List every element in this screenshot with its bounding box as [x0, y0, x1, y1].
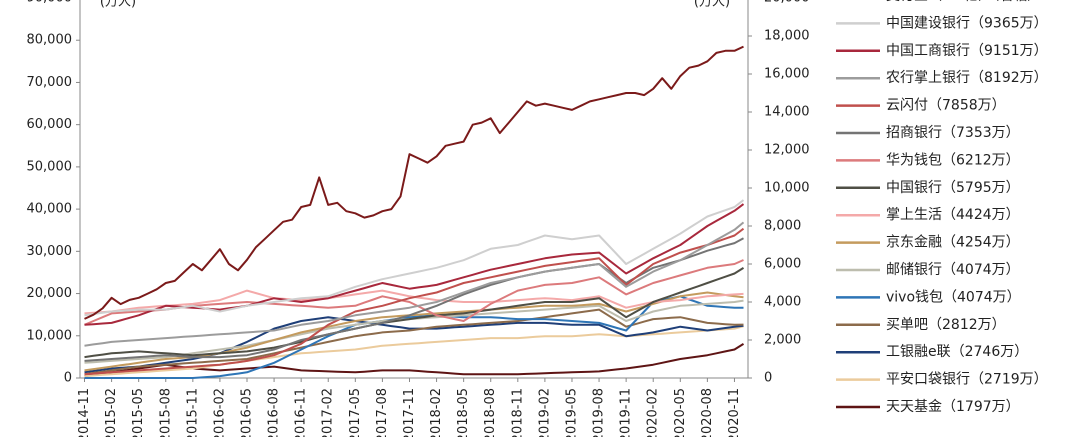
x-tick-label: 2015-11 — [185, 388, 200, 437]
y2-tick-label: 6,000 — [764, 257, 801, 272]
y2-tick-label: 18,000 — [764, 29, 810, 44]
x-tick-label: 2017-05 — [348, 388, 363, 437]
y-axis-title: (万人) — [100, 0, 136, 10]
x-tick-label: 2016-08 — [267, 388, 282, 437]
y2-tick-label: 10,000 — [764, 181, 810, 196]
legend-label: 平安口袋银行（2719万） — [886, 372, 1048, 388]
x-tick-label: 2018-08 — [483, 388, 498, 437]
legend-label: 中国工商银行（9151万） — [886, 43, 1048, 59]
x-tick-label: 2020-11 — [727, 388, 742, 437]
x-tick-label: 2019-11 — [619, 388, 634, 437]
legend-label: 掌上生活（4424万） — [886, 207, 1020, 223]
y-tick-label: 40,000 — [27, 202, 73, 217]
legend-label: 京东金融（4254万） — [886, 235, 1020, 251]
y2-tick-label: 16,000 — [764, 67, 810, 82]
series-line — [84, 308, 744, 376]
y-tick-label: 10,000 — [27, 328, 73, 343]
y2-tick-label: 4,000 — [764, 295, 801, 310]
legend-label: 云闪付（7858万） — [886, 98, 1006, 114]
y2-tick-label: 8,000 — [764, 219, 801, 234]
y2-tick-label: 12,000 — [764, 143, 810, 158]
x-tick-label: 2019-05 — [564, 388, 579, 437]
legend-label: 农行掌上银行（8192万） — [886, 70, 1048, 86]
x-tick-label: 2016-11 — [294, 388, 309, 437]
series-line — [84, 295, 744, 379]
x-tick-label: 2018-02 — [429, 388, 444, 437]
legend-label: 招商银行（7353万） — [886, 125, 1020, 141]
x-tick-label: 2015-05 — [131, 388, 146, 437]
series-line — [84, 267, 745, 359]
y-tick-label: 30,000 — [27, 244, 73, 259]
y2-tick-label: 0 — [764, 371, 772, 386]
legend-label: 华为钱包（6212万） — [886, 152, 1020, 168]
y-tick-label: 80,000 — [27, 33, 73, 48]
y-tick-label: 70,000 — [27, 75, 73, 90]
x-tick-label: 2019-08 — [592, 388, 607, 437]
series-line — [84, 203, 745, 326]
legend-label: 天天基金（1797万） — [886, 398, 1020, 415]
y-tick-label: 0 — [64, 371, 72, 386]
x-tick-label: 2018-05 — [456, 388, 471, 437]
series-line — [84, 227, 745, 376]
series-line — [84, 45, 744, 320]
x-tick-label: 2017-02 — [321, 388, 336, 437]
legend-label: 邮储银行（4074万） — [886, 262, 1020, 278]
x-tick-label: 2016-02 — [212, 388, 227, 437]
y-tick-label: 20,000 — [27, 286, 73, 301]
x-tick-label: 2017-08 — [375, 388, 390, 437]
series-line — [84, 316, 744, 374]
x-tick-label: 2020-08 — [700, 388, 715, 437]
x-tick-label: 2017-11 — [402, 388, 417, 437]
x-tick-label: 2020-02 — [646, 388, 661, 437]
y2-tick-label: 14,000 — [764, 105, 810, 120]
x-tick-label: 2019-02 — [537, 388, 552, 437]
y-tick-label: 90,000 — [27, 0, 73, 6]
y2-tick-label: 20,000 — [764, 0, 810, 6]
x-tick-label: 2014-11 — [77, 388, 92, 437]
series-line — [84, 221, 745, 347]
x-tick-label: 2015-08 — [158, 388, 173, 437]
legend-label: 支付宝（7.7亿）（右轴） — [886, 0, 1041, 4]
y-tick-label: 60,000 — [27, 117, 73, 132]
legend-label: vivo钱包（4074万） — [886, 289, 1021, 305]
x-tick-label: 2015-02 — [104, 388, 119, 437]
series-line — [84, 199, 745, 317]
x-tick-label: 2016-05 — [240, 388, 255, 437]
y2-axis-title: (万人) — [694, 0, 730, 10]
x-tick-label: 2020-05 — [673, 388, 688, 437]
legend-label: 中国银行（5795万） — [886, 180, 1020, 196]
x-tick-label: 2018-11 — [510, 388, 525, 437]
legend-label: 买单吧（2812万） — [886, 317, 1006, 333]
y2-tick-label: 2,000 — [764, 333, 801, 348]
legend-label: 工银融e联（2746万） — [886, 344, 1028, 360]
legend-label: 中国建设银行（9365万） — [886, 15, 1048, 31]
y-tick-label: 50,000 — [27, 159, 73, 174]
